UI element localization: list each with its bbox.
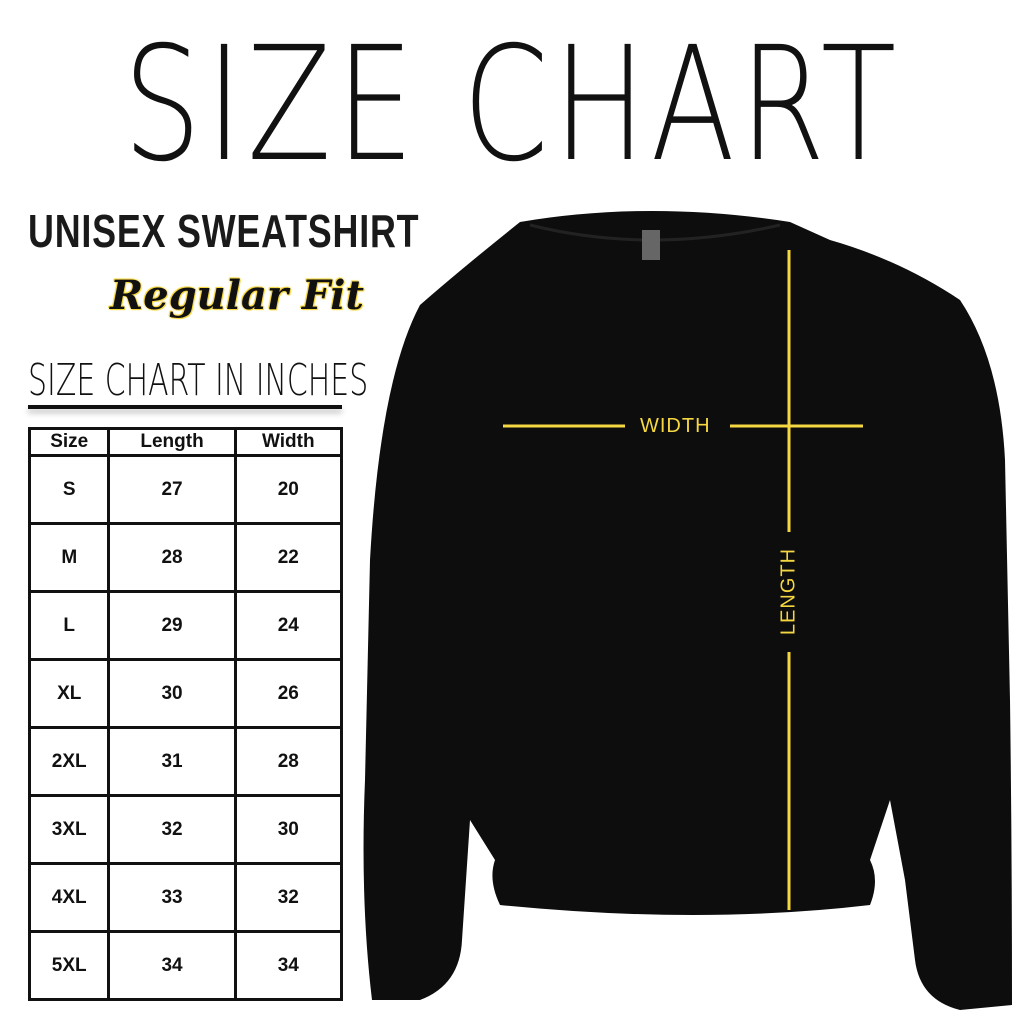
cell-size: M bbox=[27, 522, 111, 593]
fit-label: Regular Fit bbox=[110, 272, 364, 319]
cell-length: 29 bbox=[107, 590, 237, 661]
subtitle-underline bbox=[28, 405, 342, 409]
cell-length: 28 bbox=[107, 522, 237, 593]
table-row: 3XL 32 30 bbox=[27, 794, 344, 865]
table-header-row: Size Length Width bbox=[27, 427, 344, 457]
cell-width: 24 bbox=[233, 590, 344, 661]
cell-width: 32 bbox=[233, 862, 344, 933]
cell-size: 4XL bbox=[27, 862, 111, 933]
cell-size: 5XL bbox=[27, 930, 111, 1001]
cell-width: 30 bbox=[233, 794, 344, 865]
header-size: Size bbox=[27, 427, 111, 457]
table-row: 2XL 31 28 bbox=[27, 726, 344, 797]
cell-length: 33 bbox=[107, 862, 237, 933]
cell-size: S bbox=[27, 454, 111, 525]
table-row: M 28 22 bbox=[27, 522, 344, 593]
cell-size: 2XL bbox=[27, 726, 111, 797]
table-row: 5XL 34 34 bbox=[27, 930, 344, 1001]
size-chart-subtitle: SIZE CHART IN INCHES bbox=[28, 355, 369, 406]
cell-size: 3XL bbox=[27, 794, 111, 865]
cell-width: 20 bbox=[233, 454, 344, 525]
table-row: 4XL 33 32 bbox=[27, 862, 344, 933]
table-row: S 27 20 bbox=[27, 454, 344, 525]
width-label: WIDTH bbox=[640, 415, 711, 437]
cell-length: 30 bbox=[107, 658, 237, 729]
header-length: Length bbox=[107, 427, 237, 457]
cell-length: 27 bbox=[107, 454, 237, 525]
size-table: Size Length Width S 27 20 M 28 22 L 29 24 XL 30 26 2… bbox=[27, 427, 344, 1001]
cell-length: 32 bbox=[107, 794, 237, 865]
cell-width: 34 bbox=[233, 930, 344, 1001]
product-name: UNISEX SWEATSHIRT bbox=[28, 205, 420, 257]
cell-length: 34 bbox=[107, 930, 237, 1001]
cell-width: 26 bbox=[233, 658, 344, 729]
cell-width: 22 bbox=[233, 522, 344, 593]
cell-width: 28 bbox=[233, 726, 344, 797]
cell-length: 31 bbox=[107, 726, 237, 797]
table-row: L 29 24 bbox=[27, 590, 344, 661]
neck-label-tag bbox=[642, 230, 660, 260]
cell-size: L bbox=[27, 590, 111, 661]
table-row: XL 30 26 bbox=[27, 658, 344, 729]
header-width: Width bbox=[233, 427, 344, 457]
cell-size: XL bbox=[27, 658, 111, 729]
length-label: LENGTH bbox=[777, 547, 800, 636]
sweatshirt-image bbox=[363, 211, 1012, 1010]
page-title: SIZE CHART bbox=[123, 13, 901, 197]
